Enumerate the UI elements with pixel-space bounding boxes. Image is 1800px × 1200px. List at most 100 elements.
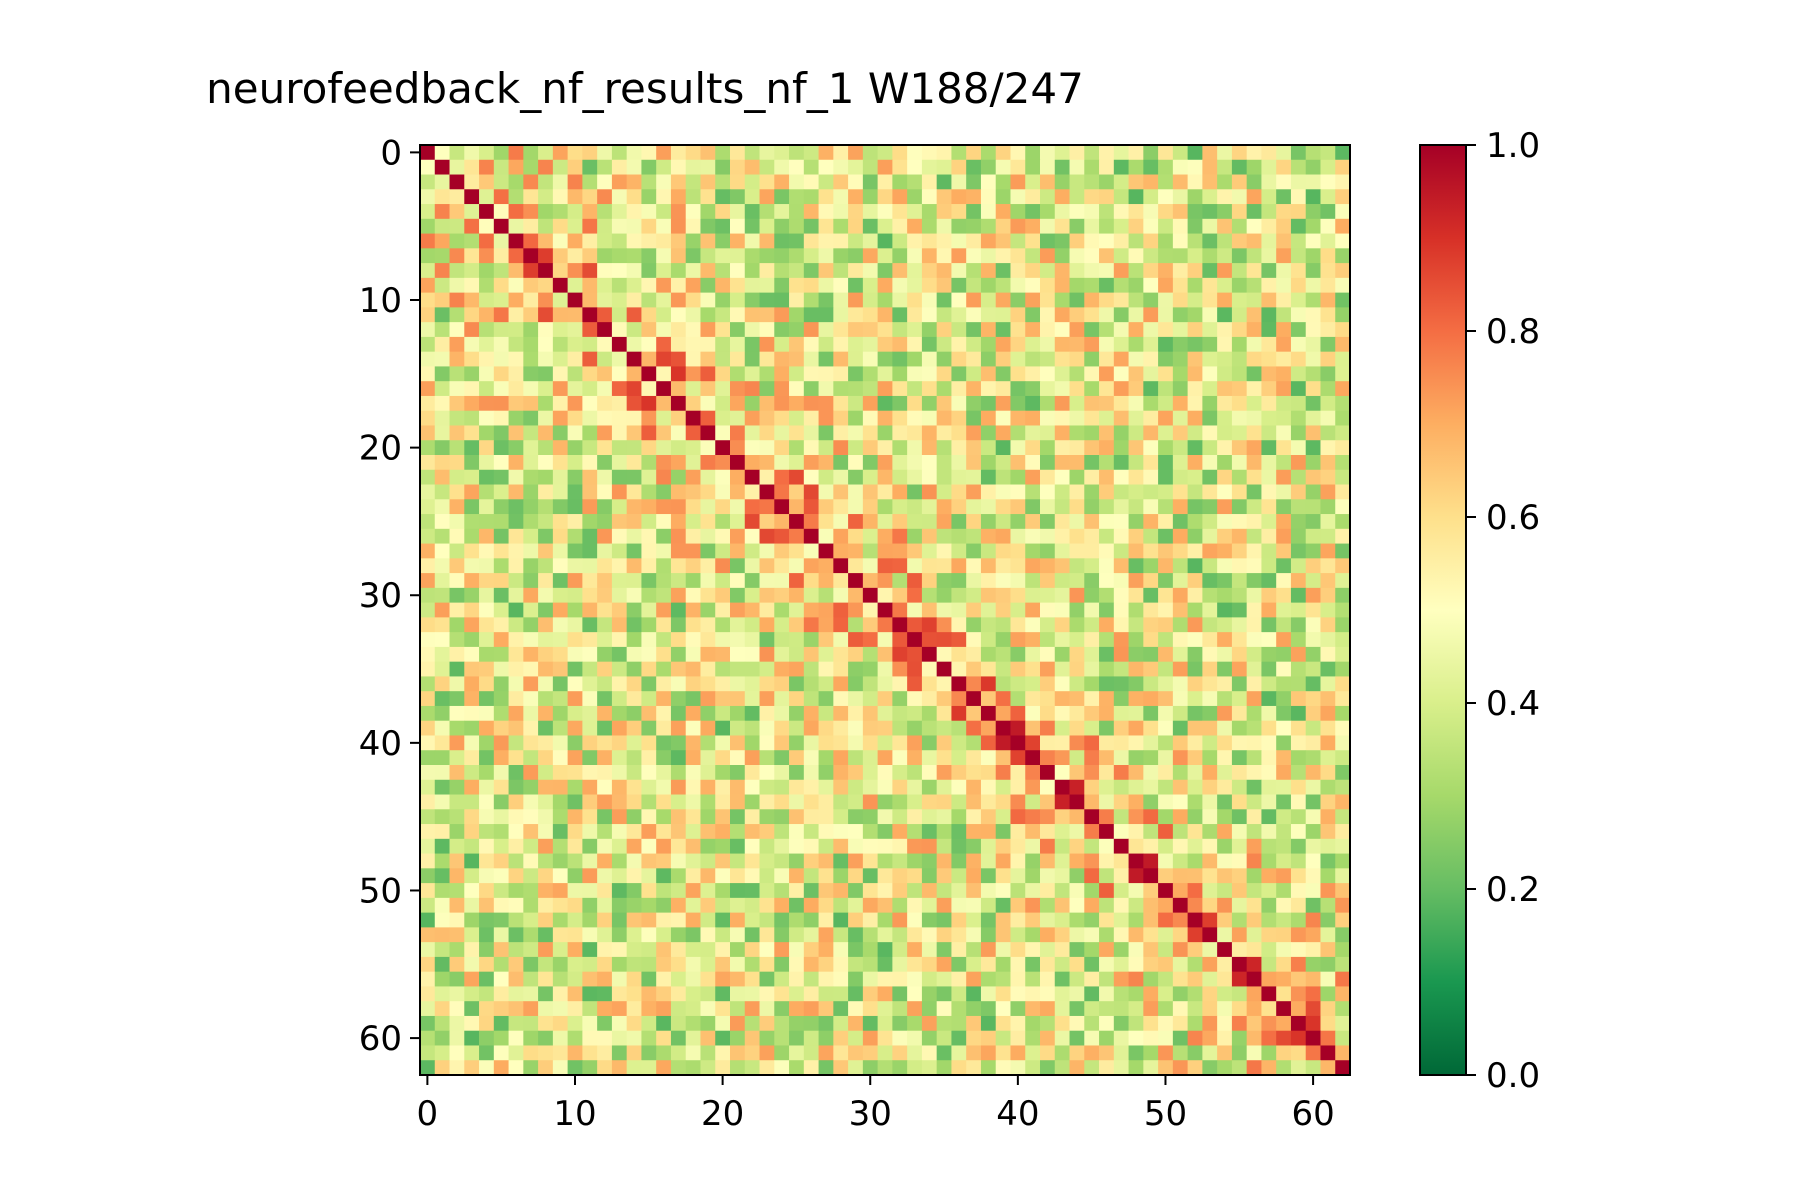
heatmap-cell: [966, 366, 982, 382]
heatmap-cell: [567, 824, 583, 840]
heatmap-cell: [1231, 455, 1248, 471]
heatmap-cell: [656, 661, 672, 677]
heatmap-cell: [730, 395, 746, 412]
heatmap-cell: [1099, 912, 1115, 928]
heatmap-cell: [759, 942, 775, 958]
heatmap-cell: [523, 676, 539, 692]
heatmap-cell: [936, 145, 952, 161]
heatmap-cell: [1320, 233, 1336, 249]
heatmap-cell: [567, 469, 583, 485]
heatmap-cell: [818, 159, 834, 175]
heatmap-cell: [789, 705, 805, 722]
heatmap-cell: [1025, 145, 1041, 161]
heatmap-cell: [980, 307, 997, 323]
heatmap-cell: [833, 292, 849, 308]
heatmap-cell: [833, 395, 849, 412]
heatmap-cell: [1010, 543, 1026, 559]
heatmap-cell: [449, 1045, 465, 1061]
heatmap-cell: [1099, 174, 1115, 190]
heatmap-cell: [1143, 956, 1159, 973]
heatmap-cell: [1040, 868, 1056, 884]
heatmap-cell: [1054, 218, 1070, 234]
heatmap-cell: [730, 455, 746, 471]
heatmap-cell: [1084, 248, 1100, 264]
heatmap-cell: [1099, 336, 1115, 353]
heatmap-cell: [951, 617, 967, 633]
heatmap-cell: [1010, 366, 1026, 382]
heatmap-cell: [921, 484, 938, 500]
heatmap-cell: [538, 617, 554, 633]
heatmap-cell: [1276, 676, 1292, 692]
heatmap-cell: [656, 174, 672, 190]
heatmap-cell: [921, 440, 938, 456]
heatmap-cell: [774, 676, 790, 692]
heatmap-cell: [670, 543, 687, 559]
heatmap-cell: [493, 794, 509, 810]
heatmap-cell: [1335, 233, 1351, 249]
heatmap-cell: [921, 587, 938, 604]
heatmap-cell: [1187, 351, 1203, 367]
heatmap-cell: [656, 676, 672, 692]
heatmap-cell: [523, 824, 539, 840]
heatmap-cell: [611, 189, 628, 205]
heatmap-cell: [1040, 883, 1056, 899]
heatmap-cell: [774, 632, 790, 648]
heatmap-cell: [1261, 484, 1277, 500]
heatmap-cell: [1025, 927, 1041, 943]
heatmap-cell: [685, 912, 701, 928]
heatmap-cell: [1187, 824, 1203, 840]
heatmap-cell: [597, 720, 613, 736]
heatmap-cell: [700, 1015, 716, 1032]
heatmap-cell: [670, 1030, 687, 1046]
heatmap-cell: [833, 440, 849, 456]
heatmap-cell: [523, 499, 539, 515]
heatmap-cell: [1172, 558, 1189, 574]
heatmap-cell: [464, 145, 480, 161]
heatmap-cell: [951, 573, 967, 589]
heatmap-cell: [656, 617, 672, 633]
heatmap-cell: [1261, 750, 1277, 766]
heatmap-cell: [1040, 897, 1056, 914]
heatmap-cell: [833, 735, 849, 751]
heatmap-cell: [1320, 484, 1336, 500]
heatmap-cell: [759, 425, 775, 441]
heatmap-cell: [951, 484, 967, 500]
heatmap-cell: [670, 440, 687, 456]
heatmap-cell: [611, 912, 628, 928]
heatmap-cell: [730, 1045, 746, 1061]
heatmap-cell: [434, 750, 450, 766]
heatmap-cell: [730, 617, 746, 633]
heatmap-cell: [538, 602, 554, 618]
heatmap-cell: [567, 646, 583, 663]
heatmap-cell: [1305, 499, 1321, 515]
heatmap-cell: [1261, 691, 1277, 707]
heatmap-cell: [921, 410, 938, 426]
heatmap-cell: [789, 1030, 805, 1046]
heatmap-cell: [1158, 809, 1174, 825]
heatmap-cell: [1320, 838, 1336, 854]
heatmap-cell: [1231, 292, 1248, 308]
heatmap-cell: [567, 1030, 583, 1046]
heatmap-cell: [818, 440, 834, 456]
heatmap-cell: [892, 986, 908, 1002]
heatmap-cell: [1305, 1030, 1321, 1046]
heatmap-cell: [479, 750, 495, 766]
heatmap-cell: [538, 1030, 554, 1046]
heatmap-cell: [420, 174, 436, 190]
heatmap-cell: [951, 646, 967, 663]
heatmap-cell: [552, 1015, 569, 1032]
heatmap-cell: [626, 189, 642, 205]
heatmap-cell: [966, 868, 982, 884]
heatmap-cell: [1217, 691, 1233, 707]
heatmap-cell: [803, 528, 819, 544]
heatmap-cell: [1276, 602, 1292, 618]
heatmap-cell: [1335, 853, 1351, 869]
heatmap-cell: [1010, 469, 1026, 485]
heatmap-cell: [1128, 720, 1144, 736]
heatmap-cell: [538, 691, 554, 707]
heatmap-cell: [951, 705, 967, 722]
heatmap-cell: [1040, 322, 1056, 338]
heatmap-cell: [1084, 159, 1100, 175]
heatmap-cell: [1054, 868, 1070, 884]
heatmap-cell: [1158, 676, 1174, 692]
